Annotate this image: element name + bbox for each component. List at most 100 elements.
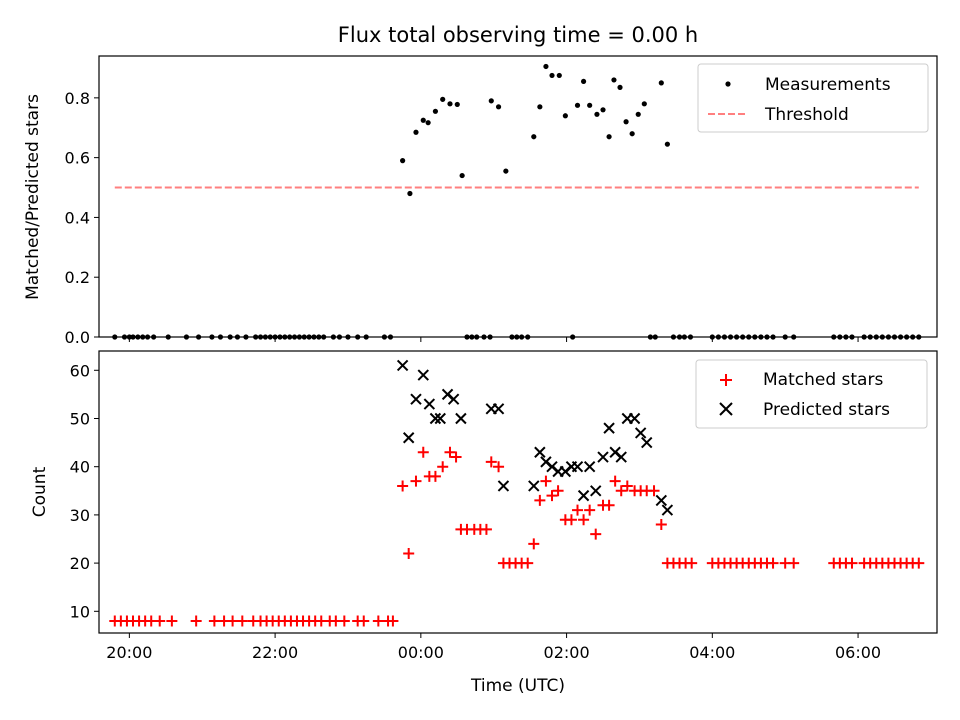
- matched-star-point: [590, 528, 602, 540]
- bottom-ytick-label: 10: [70, 602, 90, 621]
- measurement-point: [617, 84, 623, 90]
- predicted-star-point: [634, 427, 647, 439]
- matched-star-point: [913, 557, 925, 569]
- predicted-star-point: [447, 393, 460, 405]
- bottom-legend: Matched stars Predicted stars: [695, 359, 928, 429]
- top-ytick-label: 0.8: [65, 89, 90, 108]
- legend-measurements-marker: [725, 81, 731, 87]
- matched-star-point: [338, 615, 350, 627]
- bottom-xlabel: Time (UTC): [470, 676, 565, 696]
- matched-star-point: [603, 499, 615, 511]
- top-ylabel: Matched/Predicted stars: [23, 94, 43, 300]
- measurement-point: [623, 119, 629, 125]
- legend-measurements-label: Measurements: [765, 75, 891, 95]
- measurement-point: [606, 134, 612, 140]
- predicted-star-point: [628, 412, 641, 425]
- predicted-star-point: [417, 369, 429, 381]
- bottom-ylabel: Count: [30, 466, 50, 517]
- measurement-point: [432, 108, 439, 114]
- predicted-star-point: [583, 460, 596, 473]
- matched-star-point: [397, 480, 409, 492]
- matched-star-point: [655, 519, 667, 531]
- measurement-point: [635, 111, 641, 117]
- chart-title: Flux total observing time = 0.00 h: [338, 23, 698, 47]
- matched-star-point: [236, 615, 248, 627]
- measurement-point: [556, 72, 562, 79]
- measurement-point: [447, 101, 453, 107]
- measurement-point: [594, 111, 600, 117]
- predicted-star-point: [402, 432, 415, 444]
- matched-star-point: [788, 557, 800, 569]
- top-axes-frame: [98, 55, 938, 338]
- predicted-star-point: [429, 412, 442, 425]
- matched-star-point: [578, 514, 590, 526]
- bottom-xtick-label: 00:00: [398, 643, 444, 662]
- matched-star-point: [572, 504, 584, 516]
- predicted-star-point: [641, 436, 653, 449]
- predicted-star-point: [655, 494, 668, 507]
- matched-star-point: [767, 557, 779, 569]
- top-plot-area: [112, 63, 922, 340]
- measurement-point: [413, 129, 419, 135]
- matched-star-point: [372, 615, 384, 627]
- measurement-point: [425, 120, 431, 126]
- predicted-star-point: [603, 422, 615, 434]
- matched-star-point: [444, 446, 456, 458]
- predicted-star-point: [396, 359, 409, 372]
- bottom-ytick-label: 20: [70, 554, 90, 573]
- top-ytick-label: 0.0: [65, 328, 90, 347]
- measurement-point: [537, 104, 543, 110]
- matched-star-point: [615, 485, 627, 497]
- measurement-point: [611, 77, 617, 83]
- measurement-point: [600, 107, 606, 113]
- bottom-plot-area: [109, 359, 925, 627]
- matched-star-point: [522, 557, 534, 569]
- matched-star-point: [485, 456, 497, 468]
- top-legend-box: [697, 63, 929, 133]
- matched-star-point: [429, 470, 441, 482]
- bottom-xtick-label: 04:00: [689, 643, 735, 662]
- predicted-star-point: [434, 412, 446, 425]
- matched-star-point: [410, 475, 422, 487]
- matched-star-point: [403, 547, 415, 559]
- measurement-point: [531, 134, 537, 140]
- matched-star-point: [686, 557, 698, 569]
- bottom-ytick-label: 40: [70, 458, 90, 477]
- bottom-legend-box: [695, 359, 928, 429]
- predicted-star-point: [492, 403, 505, 415]
- bottom-xtick-label: 06:00: [835, 643, 881, 662]
- matched-star-point: [227, 615, 239, 627]
- measurement-point: [488, 98, 494, 104]
- predicted-star-point: [571, 460, 584, 473]
- matched-star-point: [387, 615, 399, 627]
- matched-star-point: [546, 490, 558, 502]
- bottom-xtick-label: 02:00: [544, 643, 590, 662]
- top-ytick-label: 0.2: [65, 268, 90, 287]
- matched-star-point: [417, 446, 429, 458]
- matched-star-point: [493, 461, 505, 473]
- measurement-point: [574, 102, 581, 108]
- measurement-point: [454, 101, 460, 108]
- matched-star-point: [450, 451, 462, 463]
- predicted-star-point: [528, 480, 540, 492]
- measurement-point: [407, 190, 413, 197]
- matched-star-point: [648, 485, 660, 497]
- predicted-star-point: [577, 489, 590, 502]
- bottom-xtick-label: 22:00: [252, 643, 298, 662]
- legend-matched-label: Matched stars: [763, 370, 883, 390]
- measurement-point: [459, 172, 465, 179]
- measurement-point: [664, 141, 670, 147]
- legend-predicted-marker: [719, 402, 733, 416]
- matched-star-point: [154, 615, 166, 627]
- top-ytick-label: 0.6: [65, 149, 90, 168]
- measurement-point: [543, 63, 549, 70]
- top-legend: Measurements Threshold: [697, 63, 929, 133]
- predicted-star-point: [615, 451, 627, 463]
- measurement-point: [503, 168, 509, 174]
- matched-star-point: [540, 475, 552, 487]
- matched-star-point: [190, 615, 202, 627]
- matched-star-point: [552, 485, 564, 497]
- predicted-star-point: [497, 480, 510, 492]
- predicted-star-point: [590, 485, 602, 497]
